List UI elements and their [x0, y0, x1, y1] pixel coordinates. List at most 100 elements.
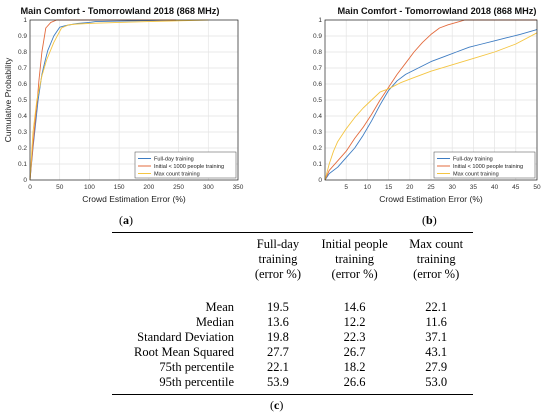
y-tick-label: 0.2 — [313, 145, 322, 152]
table-cell: 26.6 — [343, 375, 366, 389]
x-axis-label: Crowd Estimation Error (%) — [379, 194, 483, 204]
y-axis-label: Cumulative Probability — [3, 57, 13, 142]
legend-label-3: Max count training — [154, 172, 200, 178]
y-tick-label: 0 — [23, 177, 27, 184]
legend-label-1: Full-day training — [154, 157, 194, 163]
y-tick-label: 0 — [318, 177, 322, 184]
x-tick-label: 0 — [28, 184, 32, 191]
table-cell: 37.1 — [425, 330, 448, 344]
y-tick-label: 0.3 — [313, 129, 322, 136]
chart-title: Main Comfort - Tomorrowland 2018 (868 MH… — [338, 6, 537, 16]
table-cell: 12.2 — [343, 315, 366, 329]
table-header-row: Full-day training (error %) Initial people… — [112, 232, 473, 301]
x-tick-label: 5 — [344, 184, 348, 191]
x-tick-label: 50 — [533, 184, 541, 191]
x-tick-label: 100 — [84, 184, 95, 191]
legend-label-2: Initial < 1000 people training — [154, 164, 224, 170]
caption-a: (a) — [119, 213, 133, 227]
legend-label-1: Full-day training — [453, 157, 493, 163]
table-cell: 22.1 — [266, 360, 289, 374]
column-header-max-count: Max count training (error %) — [409, 237, 464, 281]
y-tick-label: 0.9 — [18, 33, 27, 40]
table-cell: 27.9 — [425, 360, 448, 374]
x-tick-label: 30 — [449, 184, 457, 191]
table-row-root-mean-squared: Root Mean Squared 27.7 26.7 43.1 — [112, 345, 473, 360]
y-tick-label: 0.2 — [18, 145, 27, 152]
x-tick-label: 150 — [114, 184, 125, 191]
table-cell: 19.5 — [266, 300, 289, 314]
series-line-2 — [29, 19, 176, 181]
series-line-2 — [324, 19, 537, 181]
table-cell: 26.7 — [343, 345, 366, 359]
y-tick-label: 0.8 — [313, 49, 322, 56]
row-label: Root Mean Squared — [134, 345, 234, 359]
caption-b: (b) — [422, 213, 437, 227]
table-cell: 14.6 — [343, 300, 366, 314]
y-tick-label: 0.6 — [18, 81, 27, 88]
y-tick-label: 0.7 — [313, 65, 322, 72]
y-tick-label: 0.1 — [313, 161, 322, 168]
x-tick-label: 35 — [470, 184, 478, 191]
table-row-75th-percentile: 75th percentile 22.1 18.2 27.9 — [112, 360, 473, 375]
table-cell: 11.6 — [425, 315, 447, 329]
y-tick-label: 0.7 — [18, 65, 27, 72]
table-cell: 13.6 — [266, 315, 289, 329]
table-row-95th-percentile: 95th percentile 53.9 26.6 53.0 — [112, 375, 473, 395]
column-header-full-day: Full-day training (error %) — [254, 237, 301, 281]
legend-box — [134, 151, 237, 179]
y-tick-label: 0.1 — [18, 161, 27, 168]
y-tick-label: 1 — [318, 17, 322, 24]
x-tick-label: 45 — [512, 184, 520, 191]
y-tick-label: 0.5 — [18, 97, 27, 104]
x-tick-label: 25 — [427, 184, 435, 191]
row-label: 75th percentile — [159, 360, 234, 374]
x-tick-label: 40 — [491, 184, 499, 191]
table-cell: 43.1 — [425, 345, 448, 359]
column-header-initial-people: Initial people training (error %) — [321, 237, 388, 281]
table-cell: 27.7 — [266, 345, 289, 359]
row-label: 95th percentile — [159, 375, 234, 389]
y-tick-label: 0.4 — [18, 113, 27, 120]
x-tick-label: 10 — [364, 184, 372, 191]
x-tick-label: 50 — [56, 184, 64, 191]
series-line-3 — [29, 19, 209, 181]
legend-label-2: Initial < 1000 people training — [453, 164, 523, 170]
row-label: Median — [195, 315, 234, 329]
chart-title: Main Comfort - Tomorrowland 2018 (868 MH… — [21, 6, 220, 16]
y-tick-label: 0.5 — [313, 97, 322, 104]
y-tick-label: 0.9 — [313, 33, 322, 40]
legend-label-3: Max count training — [453, 172, 499, 178]
cdf-chart-a: 0 0.1 0.2 0.3 0.4 0.5 0.6 0.7 0.8 0.9 1 0 50 100 150 20… — [3, 6, 244, 204]
table-row-standard-deviation: Standard Deviation 19.8 22.3 37.1 — [112, 330, 473, 345]
x-tick-label: 250 — [173, 184, 184, 191]
x-axis-label: Crowd Estimation Error (%) — [82, 194, 186, 204]
y-tick-label: 0.6 — [313, 81, 322, 88]
x-tick-label: 20 — [406, 184, 414, 191]
table-corner-cell — [112, 233, 246, 301]
series-line-1 — [29, 19, 177, 181]
table-cell: 53.9 — [266, 375, 289, 389]
y-tick-label: 0.3 — [18, 129, 27, 136]
row-label: Mean — [205, 300, 234, 314]
plot-frame — [324, 19, 538, 181]
table-cell: 22.3 — [343, 330, 366, 344]
plot-frame — [29, 19, 239, 181]
y-tick-label: 1 — [23, 17, 27, 24]
x-tick-label: 300 — [203, 184, 214, 191]
table-cell: 18.2 — [343, 360, 366, 374]
table-row-median: Median 13.6 12.2 11.6 — [112, 315, 473, 330]
y-tick-label: 0.4 — [313, 113, 322, 120]
table-cell: 19.8 — [266, 330, 289, 344]
cdf-chart-b: 00.10.20.30.40.50.60.70.80.915 10 15 20 25 30… — [313, 6, 541, 204]
series-line-1 — [324, 29, 538, 181]
legend-box — [433, 151, 536, 179]
table-cell: 53.0 — [425, 375, 448, 389]
x-tick-label: 350 — [233, 184, 244, 191]
series-line-3 — [324, 32, 538, 181]
row-label: Standard Deviation — [137, 330, 234, 344]
y-tick-label: 0.8 — [18, 49, 27, 56]
caption-c: (c) — [270, 398, 284, 412]
table-cell: 22.1 — [425, 300, 448, 314]
error-statistics-table: Full-day training (error %) Initial people… — [112, 232, 473, 395]
x-tick-label: 15 — [385, 184, 393, 191]
